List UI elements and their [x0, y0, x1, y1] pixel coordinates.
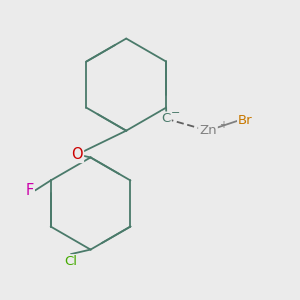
Text: F: F [26, 183, 34, 198]
Text: −: − [171, 108, 181, 118]
Text: +: + [219, 120, 227, 130]
Text: O: O [71, 147, 83, 162]
Text: C: C [162, 112, 171, 125]
Text: Br: Br [238, 114, 252, 127]
Text: Cl: Cl [65, 255, 78, 268]
Text: Zn: Zn [199, 124, 217, 137]
